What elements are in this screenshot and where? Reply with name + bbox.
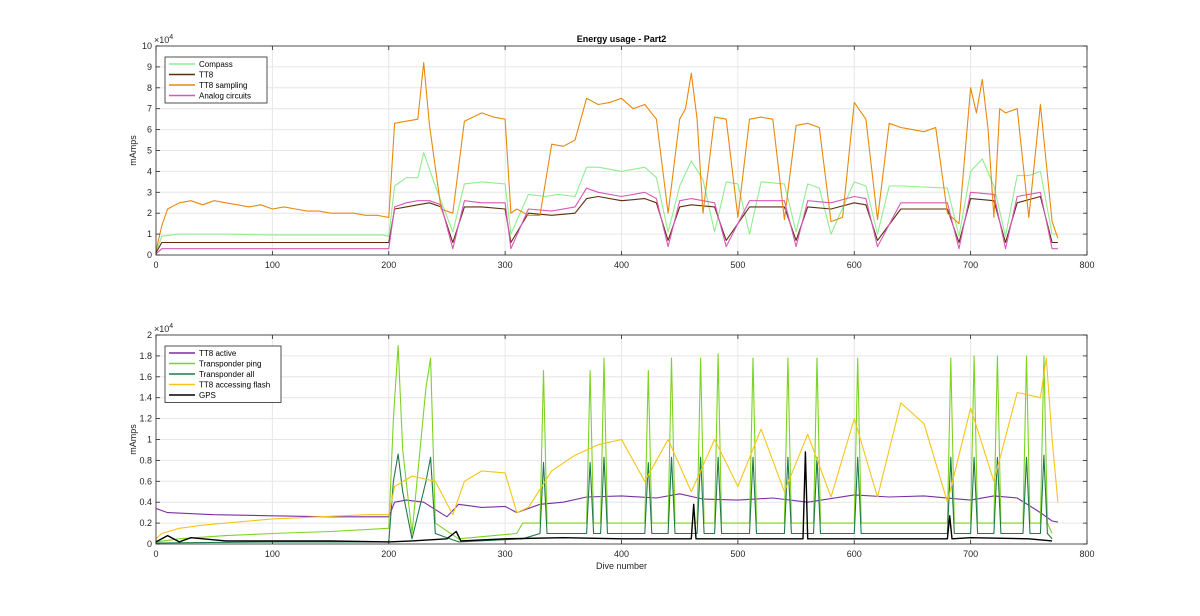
x-tick-label: 100 — [265, 260, 280, 270]
y-tick-label: 8 — [147, 83, 152, 93]
x-tick-label: 800 — [1079, 260, 1094, 270]
legend-entry: TT8 — [199, 71, 214, 80]
x-tick-label: 200 — [381, 549, 396, 559]
y-tick-label: 0 — [147, 539, 152, 549]
y-tick-label: 1.8 — [139, 351, 152, 361]
y-tick-label: 1 — [147, 435, 152, 445]
legend-entry: TT8 active — [199, 349, 237, 358]
x-tick-label: 700 — [963, 260, 978, 270]
series-line-transponder-all — [155, 453, 1053, 544]
legend-entry: Compass — [199, 60, 233, 69]
y-tick-label: 0 — [147, 250, 152, 260]
y-tick-label: 6 — [147, 125, 152, 135]
x-tick-label: 500 — [730, 260, 745, 270]
y-tick-label: 0.8 — [139, 455, 152, 465]
series-line-transponder-ping — [155, 344, 1053, 543]
x-tick-label: 500 — [730, 549, 745, 559]
x-tick-label: 600 — [847, 549, 862, 559]
y-tick-label: 2 — [147, 208, 152, 218]
series-line-tt8-sampling — [155, 62, 1059, 251]
legend-entry: Transponder all — [199, 370, 255, 379]
y-axis-label: mAmps — [128, 424, 138, 455]
y-exponent-label: ×104 — [154, 323, 173, 334]
legend-entry: TT8 accessing flash — [199, 381, 270, 390]
legend-entry: TT8 sampling — [199, 81, 247, 90]
y-tick-label: 7 — [147, 104, 152, 114]
y-tick-label: 10 — [142, 41, 152, 51]
y-axis-label: mAmps — [128, 135, 138, 166]
y-tick-label: 0.4 — [139, 497, 152, 507]
x-tick-label: 300 — [498, 549, 513, 559]
y-tick-label: 0.2 — [139, 518, 152, 528]
x-tick-label: 0 — [153, 260, 158, 270]
chart-panel-top: 0 100 200 300 400 500 600 700 800 0 1 2 3 4 5 6 7 8 9 10×10… — [128, 34, 1095, 270]
y-exponent-label: ×104 — [154, 34, 173, 45]
y-tick-label: 1 — [147, 229, 152, 239]
x-tick-label: 400 — [614, 549, 629, 559]
x-tick-label: 600 — [847, 260, 862, 270]
x-tick-label: 200 — [381, 260, 396, 270]
series-line-tt8-accessing-flash — [155, 357, 1059, 540]
legend-entry: GPS — [199, 391, 216, 400]
y-tick-label: 1.2 — [139, 414, 152, 424]
y-tick-label: 3 — [147, 187, 152, 197]
chart-title: Energy usage - Part2 — [577, 34, 667, 44]
y-tick-label: 0.6 — [139, 476, 152, 486]
x-tick-label: 0 — [153, 549, 158, 559]
y-tick-label: 9 — [147, 62, 152, 72]
x-axis-label: Dive number — [596, 561, 647, 571]
legend-entry: Transponder ping — [199, 360, 261, 369]
x-tick-label: 400 — [614, 260, 629, 270]
legend-entry: Analog circuits — [199, 92, 251, 101]
series-line-analog-circuits — [155, 187, 1058, 255]
y-tick-label: 5 — [147, 146, 152, 156]
x-tick-label: 700 — [963, 549, 978, 559]
x-tick-label: 300 — [498, 260, 513, 270]
y-tick-label: 1.6 — [139, 372, 152, 382]
y-tick-label: 1.4 — [139, 393, 152, 403]
y-tick-label: 2 — [147, 330, 152, 340]
y-tick-label: 4 — [147, 166, 152, 176]
series-line-tt8 — [155, 195, 1058, 254]
x-tick-label: 800 — [1079, 549, 1094, 559]
chart-panel-bottom: 0 100 200 300 400 500 600 700 800 0 0.2 0.4 0.6 0.8 1 1… — [128, 323, 1095, 571]
x-tick-label: 100 — [265, 549, 280, 559]
